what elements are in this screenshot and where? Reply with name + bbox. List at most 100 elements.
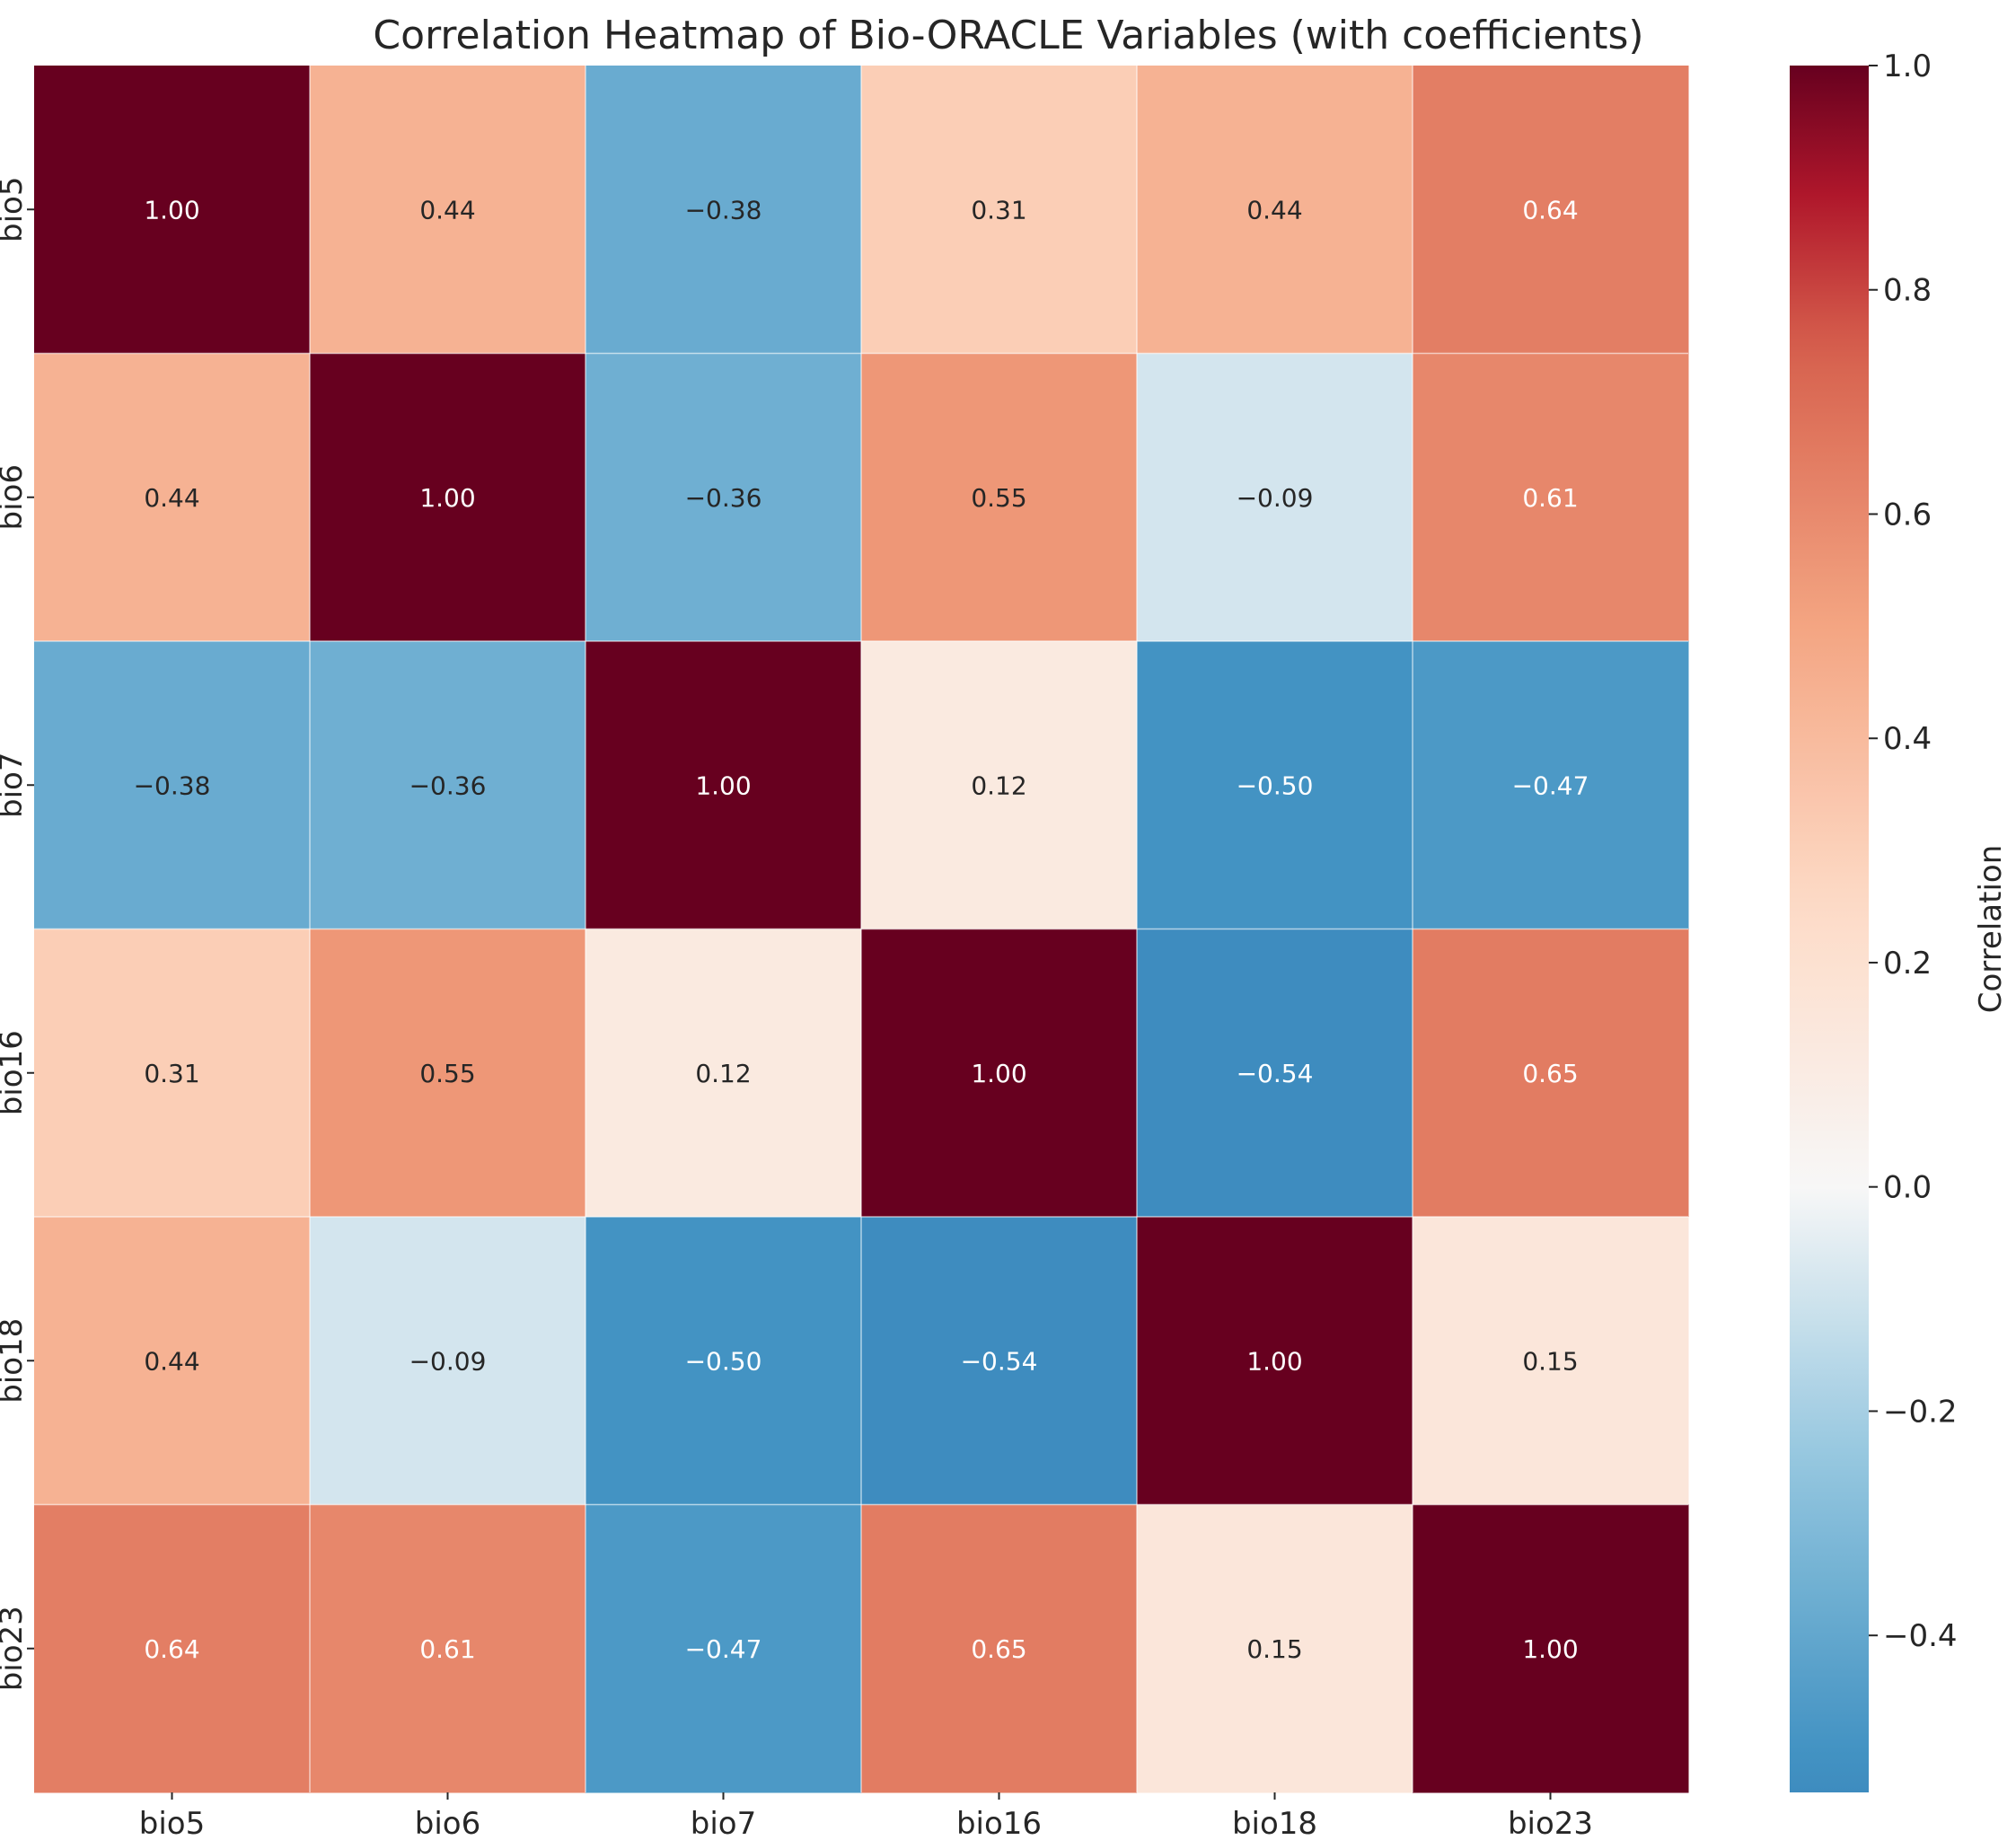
y-tick-label: bio23 (0, 1606, 30, 1691)
heatmap-cell (585, 641, 862, 929)
heatmap-cell (310, 929, 586, 1218)
colorbar-tick-label: 1.0 (1883, 48, 1932, 84)
heatmap-cell (861, 1504, 1138, 1793)
cell-value-label: 0.61 (419, 1634, 475, 1664)
cell-value-label: 1.00 (971, 1059, 1026, 1088)
heatmap-cell (310, 66, 586, 354)
heatmap-cell (1413, 353, 1689, 642)
cell-value-label: 1.00 (1522, 1634, 1578, 1664)
heatmap-cell (1137, 1217, 1413, 1505)
heatmap-cell (1137, 929, 1413, 1218)
cell-value-label: −0.54 (961, 1346, 1038, 1376)
heatmap-cell (585, 1504, 862, 1793)
colorbar-tick-label: 0.0 (1883, 1170, 1932, 1206)
heatmap-cell (1413, 1217, 1689, 1505)
cell-value-label: 0.44 (419, 195, 475, 224)
heatmap-cell (1413, 641, 1689, 929)
cell-value-label: 0.44 (1246, 195, 1302, 224)
colorbar-tick-label: 0.2 (1883, 946, 1932, 982)
cell-value-label: 0.15 (1522, 1346, 1578, 1376)
y-tick-label: bio6 (0, 464, 30, 530)
cell-value-label: 0.64 (144, 1634, 199, 1664)
heatmap-cell (34, 641, 311, 929)
heatmap-cell (310, 1217, 586, 1505)
colorbar-label: Correlation (1973, 845, 2009, 1013)
heatmap-cell (585, 1217, 862, 1505)
cell-value-label: −0.38 (134, 770, 211, 800)
colorbar-tick-label: −0.4 (1883, 1618, 1958, 1654)
cell-value-label: −0.47 (685, 1634, 762, 1664)
cell-value-label: −0.47 (1512, 770, 1589, 800)
cell-value-label: −0.50 (685, 1346, 762, 1376)
cell-value-label: 0.12 (971, 770, 1026, 800)
cell-value-label: −0.36 (409, 770, 487, 800)
heatmap-cell (861, 66, 1138, 354)
x-tick-label: bio5 (139, 1806, 205, 1840)
colorbar-tick-label: −0.2 (1883, 1394, 1958, 1430)
cell-value-label: 0.64 (1522, 195, 1578, 224)
heatmap-cell (310, 1504, 586, 1793)
colorbar-gradient (1790, 66, 1869, 1792)
cell-value-label: 1.00 (695, 770, 751, 800)
heatmap-cell (1413, 66, 1689, 354)
heatmap-cell (585, 66, 862, 354)
heatmap-cell (34, 353, 311, 642)
x-tick-label: bio6 (415, 1806, 480, 1840)
x-tick-label: bio16 (956, 1806, 1042, 1840)
cell-value-label: 1.00 (144, 195, 199, 224)
y-tick-label: bio16 (0, 1030, 30, 1115)
heatmap-cell (1413, 1504, 1689, 1793)
cell-value-label: −0.36 (685, 483, 762, 513)
heatmap-cell (1137, 641, 1413, 929)
heatmap-cells (34, 66, 1689, 1793)
y-axis: bio5 bio6 bio7 bio16 bio18 bio23 (0, 177, 34, 1691)
cell-value-label: 0.15 (1246, 1634, 1302, 1664)
cell-value-label: −0.09 (409, 1346, 487, 1376)
heatmap-cell (861, 641, 1138, 929)
x-axis: bio5 bio6 bio7 bio16 bio18 bio23 (139, 1792, 1593, 1840)
cell-value-label: −0.50 (1237, 770, 1314, 800)
y-tick-label: bio18 (0, 1318, 30, 1404)
heatmap-cell (34, 66, 311, 354)
heatmap-cell (585, 353, 862, 642)
heatmap-cell (585, 929, 862, 1218)
y-tick-label: bio7 (0, 753, 30, 818)
cell-value-label: −0.38 (685, 195, 762, 224)
cell-value-label: 0.61 (1522, 483, 1578, 513)
colorbar-tick-label: 0.6 (1883, 497, 1932, 533)
cell-value-label: 0.55 (971, 483, 1026, 513)
cell-value-label: 0.44 (144, 483, 199, 513)
cell-value-label: 0.55 (419, 1059, 475, 1088)
heatmap-cell (1413, 929, 1689, 1218)
heatmap-cell (1137, 66, 1413, 354)
cell-value-label: 0.65 (1522, 1059, 1578, 1088)
cell-value-label: 0.31 (144, 1059, 199, 1088)
colorbar-tick-label: 0.8 (1883, 273, 1932, 309)
cell-value-label: 0.44 (144, 1346, 199, 1376)
heatmap-cell (34, 1504, 311, 1793)
heatmap-cell (310, 641, 586, 929)
heatmap-cell (1137, 353, 1413, 642)
cell-value-label: 0.12 (695, 1059, 751, 1088)
colorbar: −0.4 −0.2 0.0 0.2 0.4 0.6 0.8 1.0 Correlation (1790, 48, 2009, 1792)
heatmap-cell (310, 353, 586, 642)
cell-value-label: −0.09 (1237, 483, 1314, 513)
heatmap-cell (861, 1217, 1138, 1505)
heatmap-cell (861, 353, 1138, 642)
heatmap-cell (1137, 1504, 1413, 1793)
heatmap-cell (861, 929, 1138, 1218)
x-tick-label: bio7 (691, 1806, 756, 1840)
cell-value-label: 1.00 (419, 483, 475, 513)
heatmap-annotations: 1.00 0.44 −0.38 0.31 0.44 0.64 0.44 1.00 −0.36 0.… (134, 195, 1589, 1664)
cell-value-label: −0.54 (1237, 1059, 1314, 1088)
colorbar-tick-label: 0.4 (1883, 721, 1932, 757)
heatmap-cell (34, 929, 311, 1218)
heatmap-cell (34, 1217, 311, 1505)
chart-title: Correlation Heatmap of Bio-ORACLE Variab… (373, 13, 1643, 58)
x-tick-label: bio18 (1232, 1806, 1317, 1840)
y-tick-label: bio5 (0, 177, 30, 242)
cell-value-label: 1.00 (1246, 1346, 1302, 1376)
cell-value-label: 0.31 (971, 195, 1026, 224)
cell-value-label: 0.65 (971, 1634, 1026, 1664)
